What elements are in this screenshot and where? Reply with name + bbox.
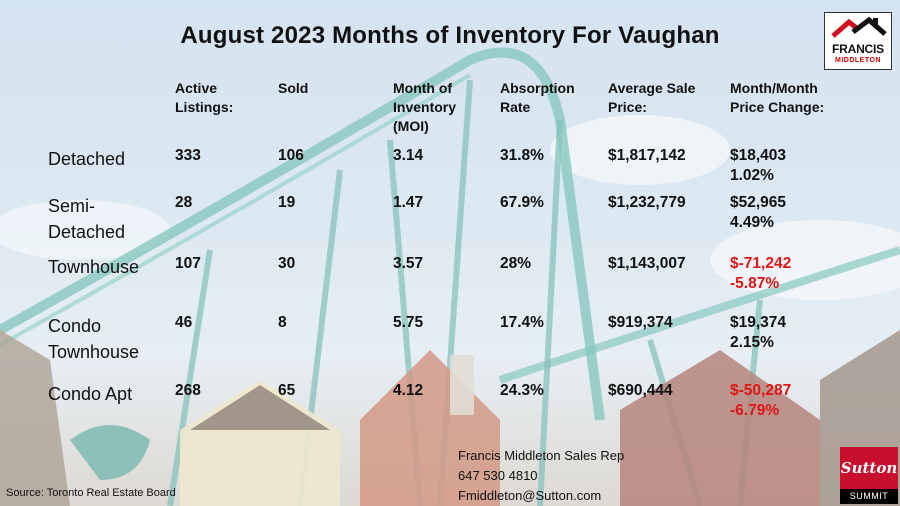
francis-middleton-logo: FRANCIS MIDDLETON	[824, 12, 892, 70]
table-cell: 67.9%	[500, 194, 544, 211]
table-cell: 5.75	[393, 314, 424, 331]
logo-name: FRANCIS	[832, 42, 884, 56]
table-cell: $1,817,142	[608, 147, 686, 164]
table-cell: $1,232,779	[608, 194, 686, 211]
table-cell: $1,143,007	[608, 255, 686, 272]
table-cell: 28	[175, 194, 193, 211]
sutton-sub: SUMMIT	[840, 489, 898, 504]
row-label-townhouse: Townhouse	[48, 257, 140, 277]
sutton-logo: Sutton SUMMIT	[840, 447, 898, 504]
house-roof-icon	[831, 16, 887, 38]
price-change-cell: $52,965 4.49%	[730, 194, 787, 231]
table-cell: 30	[278, 255, 296, 272]
contact-phone: 647 530 4810	[458, 468, 538, 483]
price-change-cell: $19,374 2.15%	[730, 314, 787, 351]
table-cell: 1.47	[393, 194, 424, 211]
table-cell: 3.57	[393, 255, 424, 272]
table-cell: 24.3%	[500, 382, 544, 399]
price-change-cell-negative: $-71,242 -5.87%	[730, 255, 792, 292]
page-title: August 2023 Months of Inventory For Vaug…	[180, 22, 720, 49]
row-label-semi-detached: Semi- Detached	[48, 196, 126, 242]
table-cell: 31.8%	[500, 147, 544, 164]
header-price-change: Month/Month Price Change:	[730, 80, 825, 115]
table-cell: 28%	[500, 255, 532, 272]
table-cell: 65	[278, 382, 296, 399]
row-label-condo-townhouse: Condo Townhouse	[48, 316, 140, 362]
contact-name: Francis Middleton Sales Rep	[458, 448, 625, 463]
table-cell: 3.14	[393, 147, 424, 164]
table-cell: 333	[175, 147, 201, 164]
price-change-cell-negative: $-50,287 -6.79%	[730, 382, 792, 419]
table-cell: 46	[175, 314, 193, 331]
contact-email: Fmiddleton@Sutton.com	[458, 488, 602, 503]
header-sold: Sold	[278, 80, 309, 96]
table-cell: $690,444	[608, 382, 673, 399]
table-cell: 106	[278, 147, 304, 164]
table-cell: $919,374	[608, 314, 673, 331]
table-cell: 8	[278, 314, 287, 331]
row-label-detached: Detached	[48, 149, 126, 169]
source-note: Source: Toronto Real Estate Board	[6, 487, 176, 499]
table-cell: 268	[175, 382, 201, 399]
table-cell: 17.4%	[500, 314, 544, 331]
sutton-brand: Sutton	[840, 447, 898, 489]
header-months-of-inventory: Month of Inventory (MOI)	[393, 80, 457, 134]
logo-surname: MIDDLETON	[835, 57, 881, 64]
price-change-cell: $18,403 1.02%	[730, 147, 787, 184]
header-absorption-rate: Absorption Rate	[500, 80, 575, 115]
table-cell: 19	[278, 194, 296, 211]
table-cell: 107	[175, 255, 201, 272]
row-label-condo-apt: Condo Apt	[48, 384, 133, 404]
header-average-sale-price: Average Sale Price:	[608, 80, 696, 115]
contact-block: Francis Middleton Sales Rep 647 530 4810…	[458, 446, 624, 506]
header-active-listings: Active Listings:	[175, 80, 234, 115]
table-cell: 4.12	[393, 382, 424, 399]
